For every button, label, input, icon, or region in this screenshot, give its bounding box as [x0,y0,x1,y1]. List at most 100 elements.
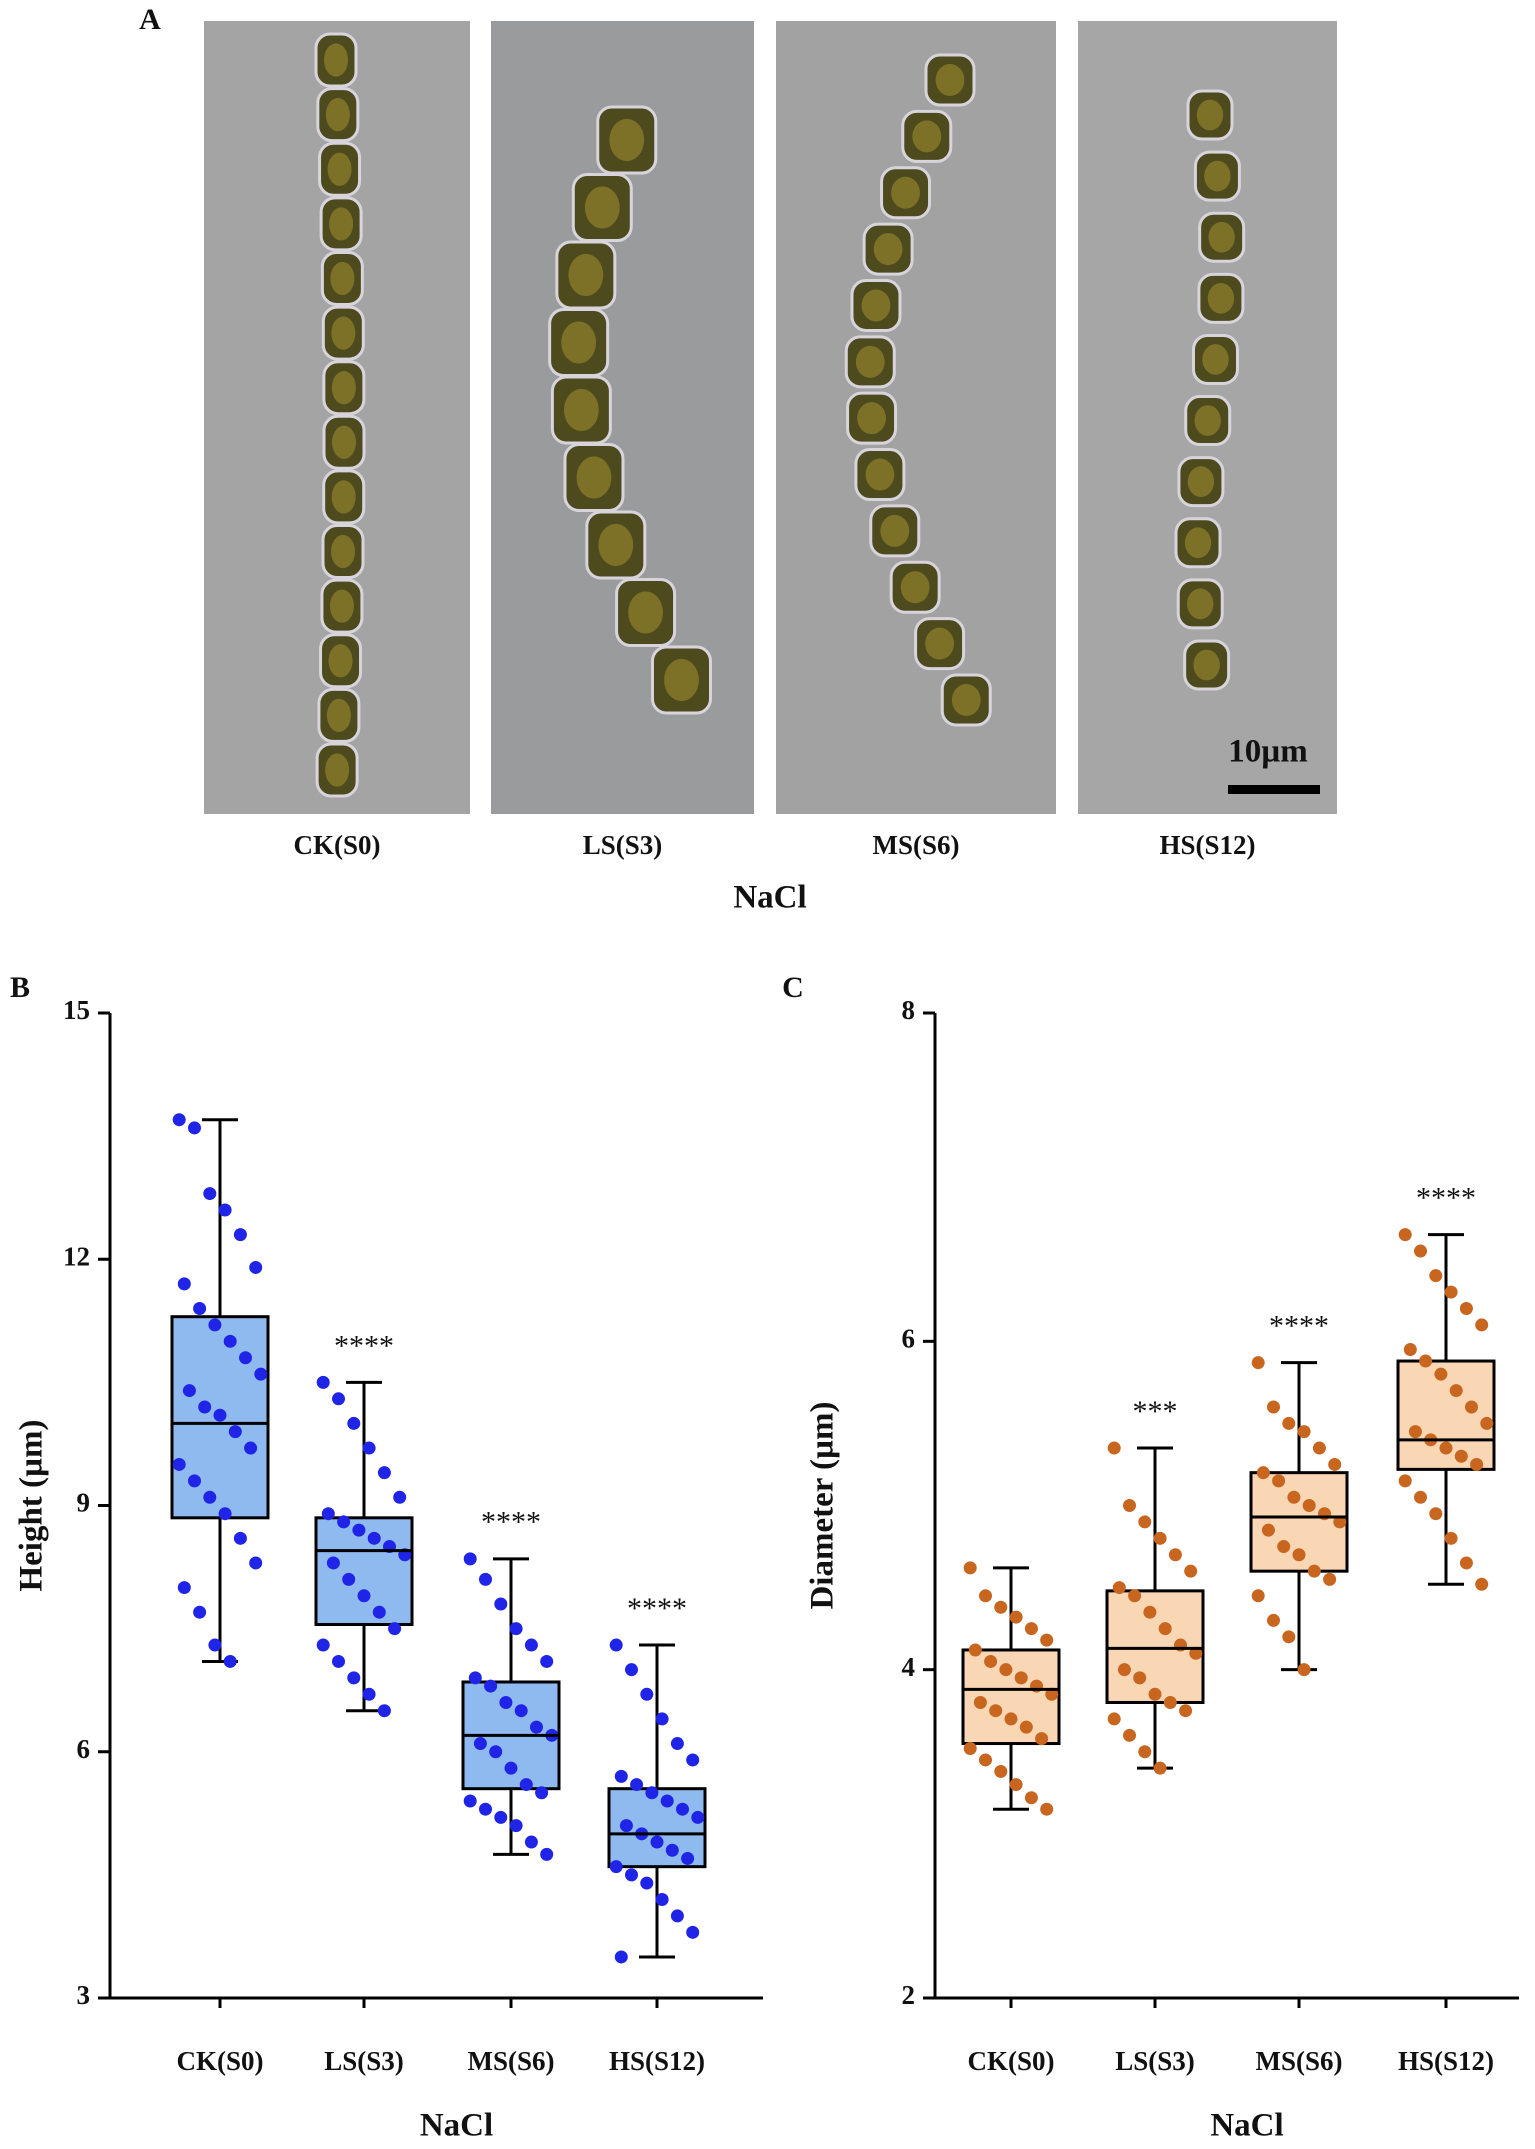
data-point [484,1679,498,1693]
data-point [989,1704,1003,1718]
data-point [1449,1384,1463,1398]
cell-inner [326,698,351,733]
data-point [614,1769,628,1783]
data-point [1009,1778,1023,1792]
data-point [1153,1531,1167,1545]
image-label: CK(S0) [294,830,381,860]
data-point [249,1260,263,1274]
data-point [494,1597,508,1611]
y-tick-label: 6 [77,1734,91,1764]
data-point [494,1810,508,1824]
data-point [1168,1548,1182,1562]
data-point [372,1605,386,1619]
data-point [1184,1564,1198,1578]
cell-inner [951,684,981,716]
data-point [213,1408,227,1422]
cell-inner [568,253,604,297]
data-point [1429,1507,1443,1521]
y-tick-label: 9 [77,1488,91,1518]
data-point [218,1203,232,1217]
box [314,1516,414,1627]
data-point [1414,1490,1427,1504]
cell-inner [331,425,356,459]
data-point [1414,1244,1427,1258]
panel-label: C [782,971,804,1004]
cell-inner [865,458,895,491]
x-tick-label: LS(S3) [324,2046,404,2076]
data-point [233,1531,247,1545]
cell-inner [561,321,597,364]
cell-inner [1204,160,1231,192]
data-point [244,1441,258,1455]
data-point [463,1794,477,1808]
data-point [177,1277,191,1291]
data-point [316,1638,330,1652]
data-point [1179,1704,1193,1718]
data-point [172,1113,186,1127]
data-point [1287,1490,1301,1504]
cell-inner [328,644,353,678]
data-point [499,1696,513,1709]
data-point [1123,1499,1136,1512]
data-point [468,1671,482,1685]
data-point [1019,1720,1033,1734]
x-tick-label: CK(S0) [177,2046,264,2076]
data-point [1398,1474,1412,1488]
cell-inner [1208,221,1235,253]
data-point [645,1786,659,1800]
data-point [994,1764,1008,1778]
data-point [973,1696,987,1709]
data-point [1251,1356,1265,1370]
data-point [540,1847,554,1861]
micrographs [204,21,1337,814]
data-point [1454,1449,1468,1463]
data-point [1024,1791,1038,1805]
cell-inner [861,289,891,322]
data-point [609,1638,623,1652]
cell-inner [925,627,954,660]
data-point [1138,1515,1152,1529]
cell-inner [1193,649,1220,681]
data-point [1292,1548,1306,1562]
data-point [1444,1285,1458,1299]
data-point [1261,1523,1275,1537]
data-point [1112,1581,1126,1595]
scale-bar [1228,785,1320,794]
data-point [1267,1613,1280,1627]
x-tick-label: MS(S6) [468,2046,555,2076]
x-axis-label: NaCl [1210,2108,1283,2144]
data-point [218,1507,232,1521]
cell-inner [325,753,350,787]
data-point [968,1643,982,1657]
data-point [1123,1728,1136,1742]
data-point [609,1860,623,1874]
data-point [249,1556,263,1570]
data-point [1302,1499,1316,1512]
data-point [655,1893,669,1906]
data-point [223,1334,237,1348]
data-point [1143,1605,1157,1619]
data-point [1107,1712,1121,1726]
y-tick-label: 4 [902,1652,916,1682]
data-point [337,1515,351,1529]
x-axis-label: NaCl [733,880,806,916]
data-point [239,1351,252,1365]
data-point [691,1810,705,1824]
data-point [979,1753,992,1767]
data-point [1475,1577,1489,1591]
data-point [535,1786,549,1800]
data-point [1148,1687,1162,1701]
image-label: LS(S3) [583,830,663,860]
data-point [479,1572,492,1586]
data-point [519,1778,533,1792]
cell-inner [912,120,942,153]
significance: **** [481,1506,541,1539]
data-point [1251,1589,1265,1603]
cell-inner [628,591,663,634]
cell-inner [609,118,645,162]
data-point [254,1367,268,1381]
data-point [1040,1633,1054,1647]
data-point [377,1466,391,1480]
data-point [1256,1466,1270,1480]
